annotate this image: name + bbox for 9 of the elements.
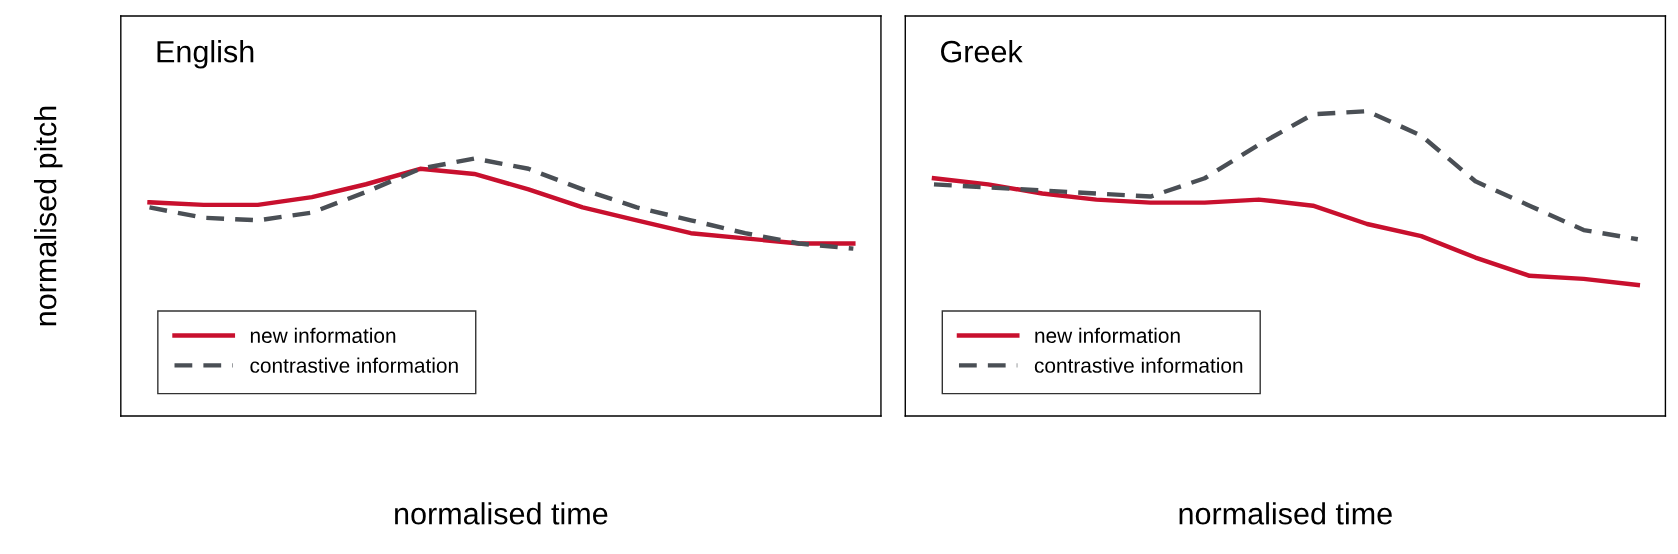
y-axis-title: normalised pitch (34, 106, 63, 326)
legend-label: new information (1035, 327, 1180, 344)
chart-title: English (157, 40, 254, 69)
legend-label: contrastive information (250, 357, 458, 373)
legend-label: new information (250, 327, 396, 344)
x-axis-title: normalised time (1179, 502, 1392, 525)
chart-title: Greek (941, 40, 1023, 63)
legend-label: contrastive information (1034, 357, 1243, 373)
x-axis-title: normalised time (395, 502, 608, 525)
